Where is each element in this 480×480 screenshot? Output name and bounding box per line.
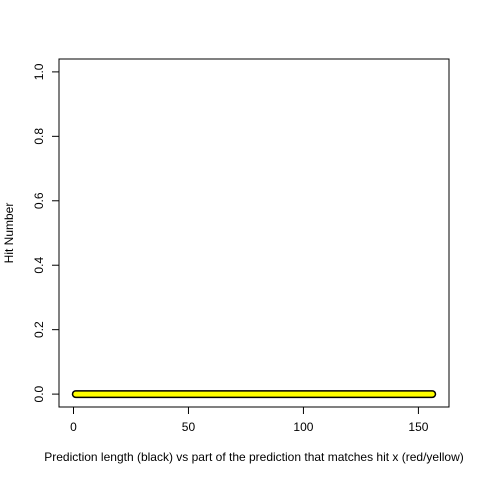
plot-frame — [58, 58, 450, 408]
x-tick-label: 100 — [293, 420, 313, 434]
x-tick-label: 150 — [408, 420, 428, 434]
x-tick-label: 0 — [70, 420, 77, 434]
y-tick-label: 0.2 — [32, 321, 46, 338]
y-tick-label: 0.8 — [32, 128, 46, 145]
x-axis: 0 50 100 150 — [70, 406, 429, 434]
y-axis-label: Hit Number — [2, 203, 16, 264]
x-axis-label: Prediction length (black) vs part of the… — [44, 450, 464, 464]
y-tick-label: 0.0 — [32, 385, 46, 402]
x-tick-label: 50 — [182, 420, 196, 434]
y-tick-label: 1.0 — [32, 63, 46, 80]
y-tick-label: 0.6 — [32, 192, 46, 209]
y-tick-label: 0.4 — [32, 257, 46, 274]
y-axis: 0.0 0.2 0.4 0.6 0.8 1.0 — [32, 63, 60, 402]
